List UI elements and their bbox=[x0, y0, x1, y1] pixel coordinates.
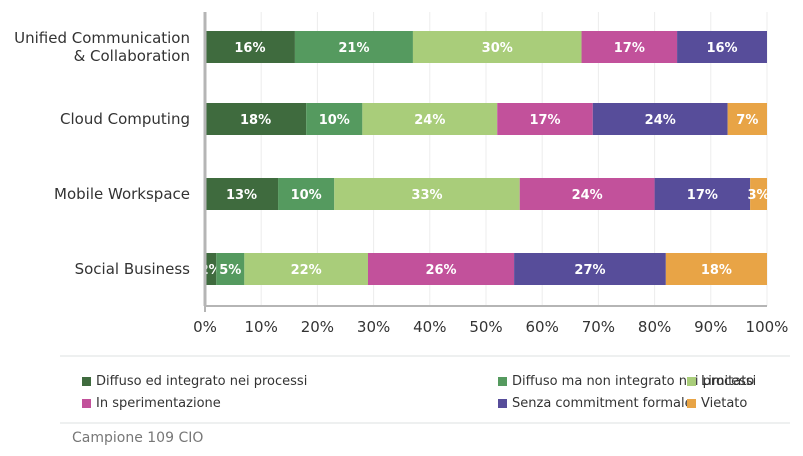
data-label: 16% bbox=[234, 41, 265, 56]
legend-divider bbox=[60, 355, 790, 357]
legend-swatch-icon bbox=[498, 399, 507, 408]
bars: 16% 21% 30% 17% 16% 18% 10% 24% 17% 24% 7% 13% 10% 33… bbox=[200, 31, 770, 285]
bar-segment bbox=[306, 103, 363, 135]
bar-segment bbox=[677, 31, 767, 63]
data-label: 10% bbox=[319, 113, 350, 128]
bar-segment bbox=[334, 178, 520, 210]
data-label: 24% bbox=[414, 113, 445, 128]
legend-item: Senza commitment formale bbox=[498, 396, 693, 411]
data-label: 13% bbox=[226, 188, 257, 203]
bar-segment bbox=[244, 253, 368, 285]
data-label: 17% bbox=[614, 41, 645, 56]
bar-segment bbox=[205, 103, 307, 135]
x-tick-label: 100% bbox=[746, 318, 789, 336]
data-label: 5% bbox=[219, 263, 241, 278]
x-tick-label: 90% bbox=[694, 318, 727, 336]
bar-segment bbox=[519, 178, 655, 210]
data-label: 24% bbox=[645, 113, 676, 128]
legend-item: Diffuso ed integrato nei processi bbox=[82, 374, 307, 389]
data-label: 24% bbox=[572, 188, 603, 203]
x-tick-label: 70% bbox=[582, 318, 615, 336]
x-tick-label: 40% bbox=[413, 318, 446, 336]
data-label: 18% bbox=[240, 113, 271, 128]
x-tick-label: 20% bbox=[301, 318, 334, 336]
bar-segment bbox=[205, 178, 279, 210]
legend-swatch-icon bbox=[687, 377, 696, 386]
x-tick-label: 10% bbox=[245, 318, 278, 336]
bar-segment bbox=[294, 31, 413, 63]
bar-segment bbox=[367, 253, 515, 285]
bar-segment bbox=[727, 103, 767, 135]
category-label: Mobile Workspace bbox=[54, 185, 190, 203]
bar-segment bbox=[497, 103, 593, 135]
footer-divider bbox=[60, 422, 790, 424]
data-label: 18% bbox=[701, 263, 732, 278]
stacked-bar-chart: 16% 21% 30% 17% 16% 18% 10% 24% 17% 24% 7% 13% 10% 33… bbox=[14, 12, 788, 336]
sample-note: Campione 109 CIO bbox=[72, 430, 204, 446]
bar-segment bbox=[654, 178, 751, 210]
x-tick-label: 50% bbox=[469, 318, 502, 336]
x-tick-label: 30% bbox=[357, 318, 390, 336]
x-tick-label: 80% bbox=[638, 318, 671, 336]
data-label: 17% bbox=[529, 113, 560, 128]
category-label: Cloud Computing bbox=[60, 110, 190, 128]
legend-swatch-icon bbox=[687, 399, 696, 408]
bar-segment bbox=[412, 31, 582, 63]
data-label: 33% bbox=[411, 188, 442, 203]
data-label: 10% bbox=[291, 188, 322, 203]
legend-label: Diffuso ed integrato nei processi bbox=[96, 374, 308, 389]
category-label: Unified Communication bbox=[14, 29, 190, 47]
category-label: Social Business bbox=[75, 260, 191, 278]
x-tick-label: 0% bbox=[193, 318, 217, 336]
data-label: 26% bbox=[425, 263, 456, 278]
bar-segment bbox=[514, 253, 666, 285]
data-label: 27% bbox=[574, 263, 605, 278]
legend-label: Vietato bbox=[701, 396, 748, 411]
data-label: 16% bbox=[706, 41, 737, 56]
bar-segment bbox=[592, 103, 728, 135]
legend-label: Senza commitment formale bbox=[512, 396, 693, 411]
legend-item: Limitato bbox=[687, 374, 754, 389]
legend-label: Limitato bbox=[701, 374, 755, 389]
legend-swatch-icon bbox=[82, 399, 91, 408]
bar-segment bbox=[205, 253, 217, 285]
bar-segment bbox=[581, 31, 678, 63]
legend-label: In sperimentazione bbox=[96, 396, 221, 411]
bar-segment bbox=[665, 253, 767, 285]
bar-segment bbox=[278, 178, 335, 210]
data-label: 3% bbox=[748, 188, 770, 203]
data-label: 7% bbox=[736, 113, 758, 128]
bar-segment bbox=[750, 178, 767, 210]
data-label: 22% bbox=[291, 263, 322, 278]
data-label: 17% bbox=[687, 188, 718, 203]
legend-item: In sperimentazione bbox=[82, 396, 221, 411]
data-label: 30% bbox=[482, 41, 513, 56]
legend-item: Vietato bbox=[687, 396, 747, 411]
bar-segment bbox=[205, 31, 295, 63]
legend-swatch-icon bbox=[82, 377, 91, 386]
category-labels: Unified Communication& Collaboration Clou… bbox=[14, 29, 190, 278]
x-tick-label: 60% bbox=[526, 318, 559, 336]
bar-segment bbox=[216, 253, 245, 285]
x-tick-labels: 0% 10% 20% 30% 40% 50% 60% 70% 80% 90% 100% bbox=[193, 318, 788, 336]
category-label: & Collaboration bbox=[74, 47, 190, 65]
legend-swatch-icon bbox=[498, 377, 507, 386]
bar-segment bbox=[362, 103, 498, 135]
data-label: 21% bbox=[338, 41, 369, 56]
